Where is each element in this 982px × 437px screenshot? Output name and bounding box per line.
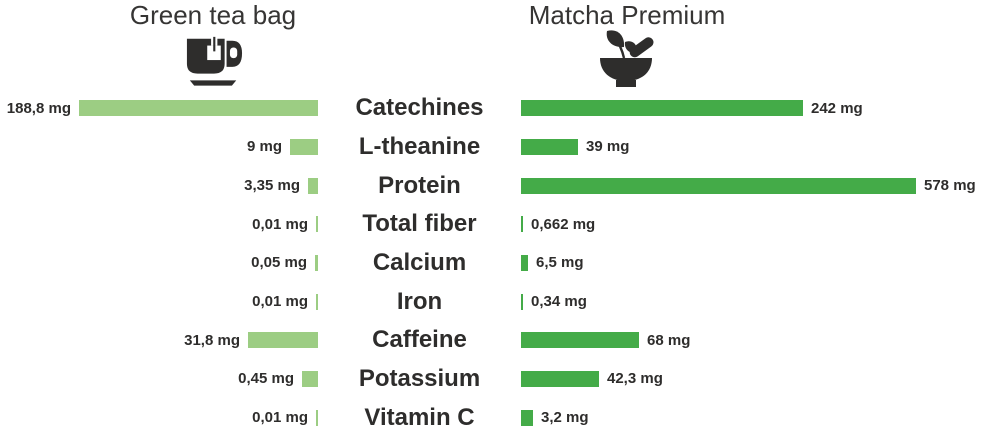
left-value-label: 188,8 mg	[6, 99, 71, 117]
right-series-cell: 578 mg	[521, 166, 982, 205]
category-label: Calcium	[372, 248, 467, 276]
right-value-label: 0,662 mg	[531, 215, 596, 233]
right-value-label: 6,5 mg	[536, 254, 584, 272]
right-series-cell: 42,3 mg	[521, 360, 982, 399]
left-value-label: 9 mg	[246, 138, 282, 156]
table-row: 188,8 mg Catechines 242 mg	[0, 89, 982, 128]
right-series-cell: 0,34 mg	[521, 282, 982, 321]
left-series-cell: 188,8 mg	[0, 89, 318, 128]
teacup-with-teabag-icon	[185, 36, 243, 88]
right-series-cell: 0,662 mg	[521, 205, 982, 244]
left-column-title: Green tea bag	[129, 0, 297, 30]
right-bar	[521, 409, 533, 426]
left-value-label: 0,01 mg	[252, 293, 308, 311]
right-value-label: 42,3 mg	[607, 370, 663, 388]
table-row: 0,01 mg Iron 0,34 mg	[0, 282, 982, 321]
category-label: Vitamin C	[364, 403, 475, 431]
right-value-label: 68 mg	[647, 331, 691, 349]
category-label: Caffeine	[372, 326, 467, 354]
left-value-label: 3,35 mg	[244, 177, 300, 195]
right-bar	[521, 254, 528, 271]
right-bar	[521, 177, 916, 194]
right-bar	[521, 100, 803, 117]
right-bar	[521, 370, 599, 387]
left-series-cell: 3,35 mg	[0, 166, 318, 205]
right-value-label: 3,2 mg	[541, 409, 589, 427]
left-bar	[316, 409, 318, 426]
right-value-label: 578 mg	[924, 177, 976, 195]
left-value-label: 31,8 mg	[184, 331, 240, 349]
left-bar	[302, 370, 318, 387]
left-series-cell: 0,05 mg	[0, 244, 318, 283]
left-bar	[316, 293, 318, 310]
category-label: Total fiber	[362, 210, 477, 238]
left-bar	[316, 216, 318, 233]
left-bar	[248, 332, 318, 349]
table-row: 31,8 mg Caffeine 68 mg	[0, 321, 982, 360]
category-label: Catechines	[355, 94, 484, 122]
table-row: 9 mg L-theanine 39 mg	[0, 128, 982, 167]
right-series-cell: 242 mg	[521, 89, 982, 128]
right-value-label: 39 mg	[586, 138, 630, 156]
left-series-cell: 0,01 mg	[0, 205, 318, 244]
right-series-cell: 68 mg	[521, 321, 982, 360]
table-row: 0,05 mg Calcium 6,5 mg	[0, 244, 982, 283]
right-column-title: Matcha Premium	[528, 0, 726, 30]
category-label: L-theanine	[358, 132, 481, 160]
left-bar	[290, 138, 318, 155]
left-series-cell: 0,01 mg	[0, 398, 318, 437]
left-series-cell: 31,8 mg	[0, 321, 318, 360]
right-series-cell: 3,2 mg	[521, 398, 982, 437]
left-value-label: 0,01 mg	[252, 215, 308, 233]
category-label: Potassium	[358, 364, 481, 392]
right-value-label: 242 mg	[811, 99, 863, 117]
matcha-bowl-pestle-leaves-icon	[594, 28, 658, 90]
category-label: Protein	[378, 171, 461, 199]
right-bar	[521, 138, 578, 155]
left-bar	[315, 254, 318, 271]
category-label: Iron	[396, 287, 443, 315]
table-row: 0,45 mg Potassium 42,3 mg	[0, 360, 982, 399]
right-value-label: 0,34 mg	[531, 293, 587, 311]
right-bar	[521, 293, 523, 310]
right-bar	[521, 332, 639, 349]
left-value-label: 0,45 mg	[238, 370, 294, 388]
left-bar	[308, 177, 318, 194]
left-series-cell: 0,01 mg	[0, 282, 318, 321]
table-row: 3,35 mg Protein 578 mg	[0, 166, 982, 205]
left-value-label: 0,01 mg	[252, 409, 308, 427]
right-series-cell: 39 mg	[521, 128, 982, 167]
left-value-label: 0,05 mg	[251, 254, 307, 272]
chart-rows: 188,8 mg Catechines 242 mg 9 mg L-theani…	[0, 89, 982, 437]
left-bar	[79, 100, 318, 117]
left-series-cell: 9 mg	[0, 128, 318, 167]
table-row: 0,01 mg Vitamin C 3,2 mg	[0, 398, 982, 437]
right-series-cell: 6,5 mg	[521, 244, 982, 283]
right-bar	[521, 216, 523, 233]
table-row: 0,01 mg Total fiber 0,662 mg	[0, 205, 982, 244]
left-series-cell: 0,45 mg	[0, 360, 318, 399]
